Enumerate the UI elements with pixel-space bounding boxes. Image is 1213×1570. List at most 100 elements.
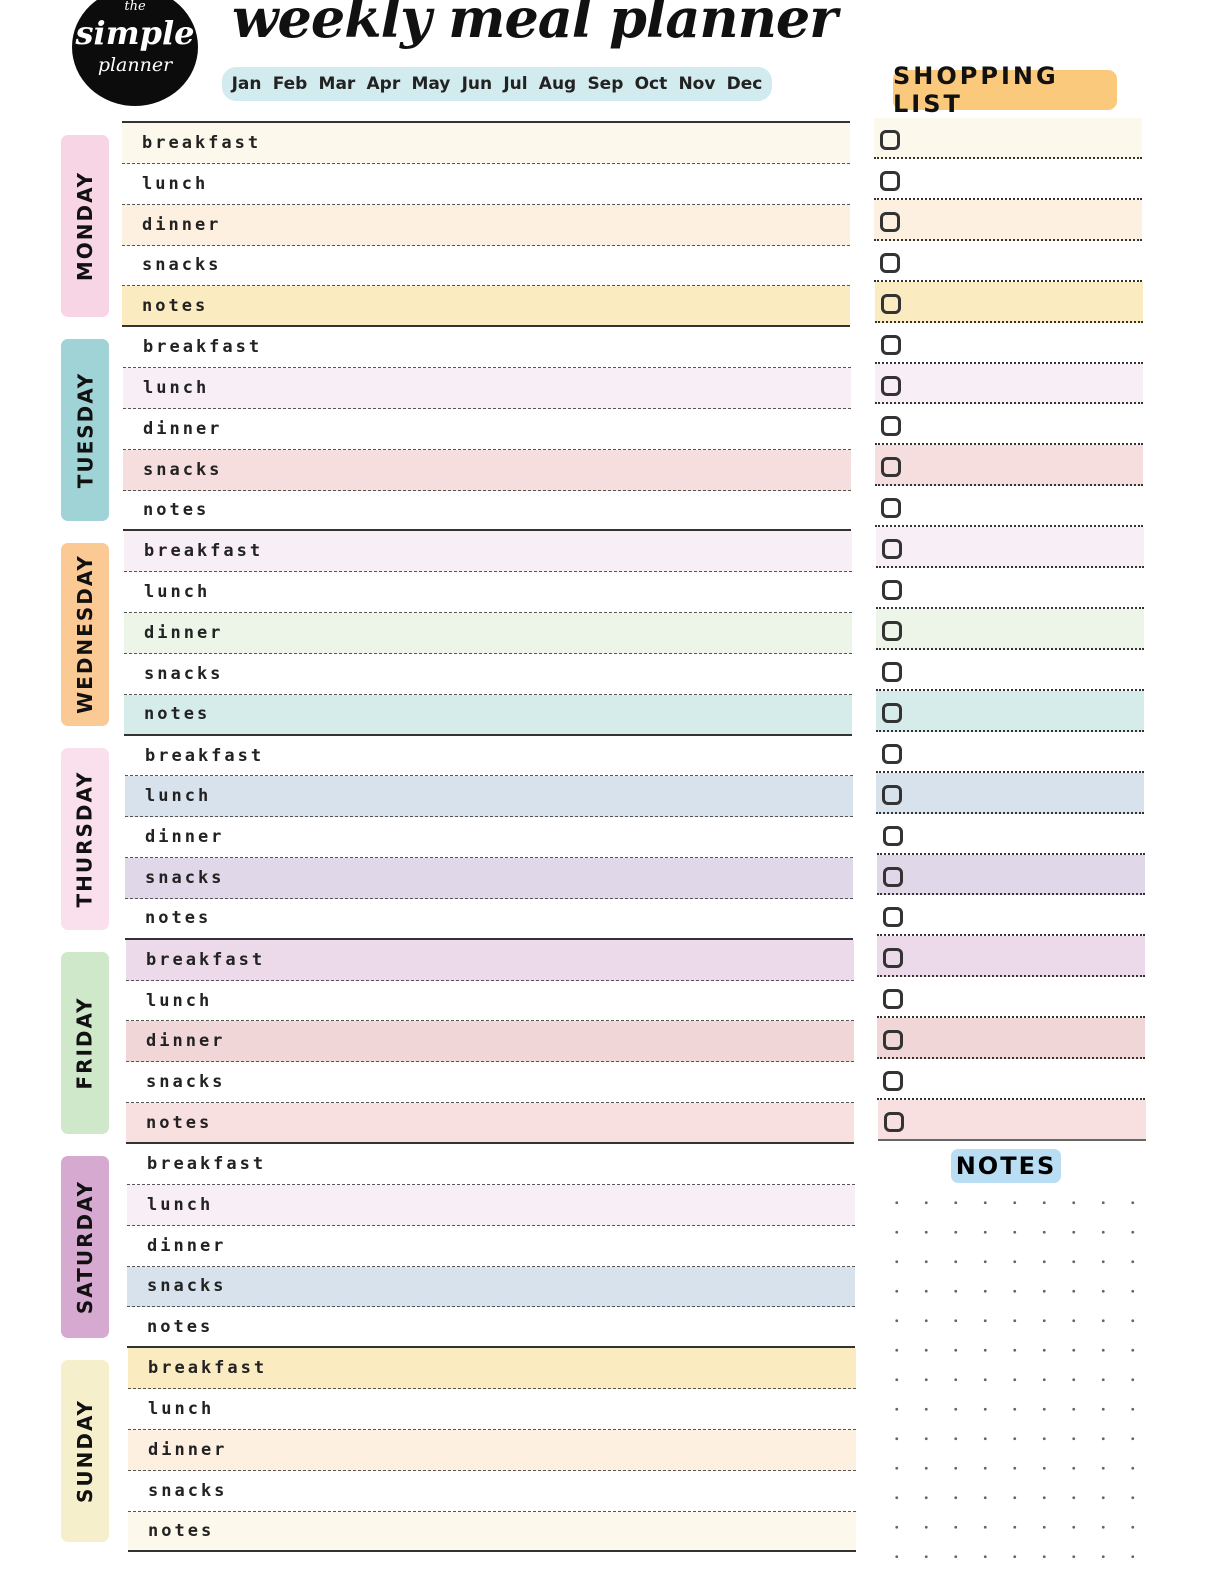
checkbox-icon[interactable] — [881, 621, 902, 642]
shopping-item[interactable] — [877, 1018, 1146, 1060]
wednesday-notes-row[interactable]: notes — [124, 694, 852, 736]
saturday-snacks-row[interactable]: snacks — [127, 1266, 855, 1308]
shopping-item[interactable] — [876, 895, 1145, 937]
shopping-item[interactable] — [875, 568, 1144, 610]
tuesday-notes-row[interactable]: notes — [123, 490, 851, 532]
checkbox-icon[interactable] — [882, 743, 903, 764]
checkbox-icon[interactable] — [883, 948, 903, 969]
month-apr[interactable]: Apr — [366, 74, 401, 94]
thursday-snacks-row[interactable]: snacks — [125, 858, 853, 899]
checkbox-icon[interactable] — [881, 539, 902, 560]
shopping-item[interactable] — [875, 486, 1144, 528]
checkbox-icon[interactable] — [883, 1112, 904, 1133]
sunday-notes-row[interactable]: notes — [128, 1511, 856, 1553]
shopping-item[interactable] — [877, 1059, 1146, 1101]
notes-dot-grid[interactable] — [882, 1188, 1152, 1558]
checkbox-icon[interactable] — [881, 498, 902, 519]
checkbox-icon[interactable] — [882, 866, 903, 887]
month-oct[interactable]: Oct — [634, 74, 668, 94]
friday-dinner-row[interactable]: dinner — [126, 1021, 854, 1063]
checkbox-icon[interactable] — [880, 334, 901, 355]
friday-breakfast-row[interactable]: breakfast — [126, 939, 854, 981]
checkbox-icon[interactable] — [880, 211, 901, 232]
month-aug[interactable]: Aug — [538, 74, 577, 94]
shopping-item[interactable] — [875, 649, 1144, 691]
shopping-item[interactable] — [875, 404, 1144, 446]
shopping-item[interactable] — [874, 281, 1143, 323]
month-feb[interactable]: Feb — [272, 74, 308, 94]
checkbox-icon[interactable] — [880, 170, 901, 191]
day-label: SATURDAY — [73, 1179, 98, 1315]
checkbox-icon[interactable] — [883, 1071, 904, 1092]
checkbox-icon[interactable] — [881, 580, 902, 601]
saturday-lunch-row[interactable]: lunch — [127, 1184, 855, 1226]
sunday-snacks-row[interactable]: snacks — [128, 1470, 856, 1512]
saturday-breakfast-row[interactable]: breakfast — [127, 1144, 855, 1185]
tuesday-lunch-row[interactable]: lunch — [123, 368, 851, 409]
wednesday-breakfast-row[interactable]: breakfast — [124, 531, 852, 573]
shopping-item[interactable] — [876, 731, 1145, 773]
shopping-item[interactable] — [876, 690, 1145, 732]
checkbox-icon[interactable] — [880, 252, 901, 273]
saturday-dinner-row[interactable]: dinner — [127, 1225, 855, 1267]
shopping-item[interactable] — [876, 813, 1145, 855]
shopping-item[interactable] — [876, 854, 1145, 896]
month-dec[interactable]: Dec — [726, 74, 763, 94]
monday-breakfast-row[interactable]: breakfast — [122, 123, 850, 164]
shopping-item[interactable] — [875, 609, 1144, 650]
shopping-item[interactable] — [874, 199, 1143, 241]
thursday-dinner-row[interactable]: dinner — [125, 817, 853, 859]
shopping-item[interactable] — [874, 118, 1142, 159]
friday-notes-row[interactable]: notes — [126, 1103, 854, 1144]
shopping-item[interactable] — [875, 527, 1144, 569]
month-mar[interactable]: Mar — [318, 74, 356, 94]
tuesday-dinner-row[interactable]: dinner — [123, 408, 851, 450]
checkbox-icon[interactable] — [880, 130, 900, 150]
monday-snacks-row[interactable]: snacks — [122, 245, 850, 287]
month-jan[interactable]: Jan — [231, 74, 262, 94]
wednesday-lunch-row[interactable]: lunch — [124, 572, 852, 614]
wednesday-snacks-row[interactable]: snacks — [124, 653, 852, 695]
checkbox-icon[interactable] — [882, 702, 903, 723]
tuesday-snacks-row[interactable]: snacks — [123, 449, 851, 491]
checkbox-icon[interactable] — [883, 1030, 904, 1051]
month-nov[interactable]: Nov — [678, 74, 716, 94]
checkbox-icon[interactable] — [882, 784, 903, 805]
shopping-item[interactable] — [874, 363, 1143, 405]
sunday-lunch-row[interactable]: lunch — [128, 1389, 856, 1430]
monday-notes-row[interactable]: notes — [122, 286, 850, 328]
sunday-breakfast-row[interactable]: breakfast — [128, 1348, 856, 1390]
checkbox-icon[interactable] — [883, 989, 904, 1010]
checkbox-icon[interactable] — [882, 825, 903, 846]
meal-label: snacks — [148, 1480, 228, 1501]
checkbox-icon[interactable] — [881, 416, 902, 437]
monday-lunch-row[interactable]: lunch — [122, 163, 850, 205]
sunday-dinner-row[interactable]: dinner — [128, 1429, 856, 1471]
checkbox-icon[interactable] — [881, 661, 902, 682]
month-jun[interactable]: Jun — [461, 74, 493, 94]
friday-snacks-row[interactable]: snacks — [126, 1062, 854, 1104]
shopping-item[interactable] — [874, 322, 1143, 364]
thursday-lunch-row[interactable]: lunch — [125, 776, 853, 818]
checkbox-icon[interactable] — [881, 457, 902, 478]
tuesday-breakfast-row[interactable]: breakfast — [123, 327, 851, 369]
shopping-item[interactable] — [876, 772, 1145, 814]
shopping-item[interactable] — [877, 1100, 1146, 1141]
monday-dinner-row[interactable]: dinner — [122, 204, 850, 246]
wednesday-dinner-row[interactable]: dinner — [124, 613, 852, 654]
month-sep[interactable]: Sep — [587, 74, 624, 94]
thursday-breakfast-row[interactable]: breakfast — [125, 735, 853, 777]
month-may[interactable]: May — [411, 74, 451, 94]
friday-lunch-row[interactable]: lunch — [126, 980, 854, 1022]
shopping-item[interactable] — [874, 158, 1143, 200]
checkbox-icon[interactable] — [882, 907, 903, 928]
thursday-notes-row[interactable]: notes — [125, 898, 853, 940]
month-jul[interactable]: Jul — [503, 74, 528, 94]
checkbox-icon[interactable] — [880, 293, 901, 314]
checkbox-icon[interactable] — [880, 375, 901, 396]
shopping-item[interactable] — [875, 445, 1144, 487]
shopping-item[interactable] — [877, 936, 1145, 978]
shopping-item[interactable] — [877, 977, 1146, 1019]
saturday-notes-row[interactable]: notes — [127, 1307, 855, 1349]
shopping-item[interactable] — [874, 240, 1143, 282]
